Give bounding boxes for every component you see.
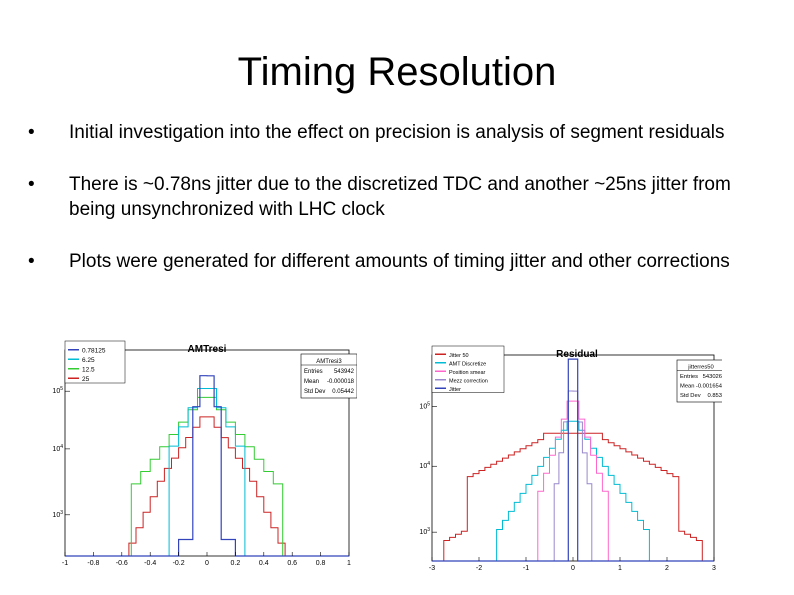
legend-box xyxy=(64,340,126,384)
stats-label: Entries xyxy=(680,374,698,380)
x-tick-label: 1 xyxy=(618,565,622,572)
bullet-text: Initial investigation into the effect on… xyxy=(69,122,725,143)
stats-name: jitterres50 xyxy=(687,365,713,371)
plot-title: AMTresi xyxy=(188,344,227,355)
x-tick-label: 0.2 xyxy=(231,560,241,567)
histogram-series-line xyxy=(432,432,714,562)
histogram-series-line xyxy=(432,358,714,562)
stats-label: Std Dev xyxy=(304,389,325,395)
x-tick-label: -1 xyxy=(62,560,68,567)
y-tick-label: 103 xyxy=(52,510,63,519)
histogram-right-svg: -3 -2 -1 0 1 2 3 105 104 103 Residual Jitter 50 AMT … xyxy=(419,345,722,572)
plot-frame xyxy=(431,354,715,562)
legend-label: Jitter xyxy=(449,387,461,393)
legend-label: 0.78125 xyxy=(82,347,106,354)
x-tick-label: 0 xyxy=(205,560,209,567)
x-tick-label: 0.8 xyxy=(316,560,326,567)
bullet-text: There is ~0.78ns jitter due to the discr… xyxy=(69,174,731,220)
stats-value: 0.853 xyxy=(707,393,722,399)
stats-box xyxy=(300,353,357,399)
bullet-dot: • xyxy=(28,122,35,143)
stats-label: Std Dev xyxy=(680,393,701,399)
stats-value: -0.000018 xyxy=(327,379,355,385)
legend-label: 12.5 xyxy=(82,366,95,373)
histogram-right: -3 -2 -1 0 1 2 3 105 104 103 Residual Jitter 50 AMT … xyxy=(412,345,722,573)
stats-value: 543026 xyxy=(703,374,722,380)
y-tick-label: 105 xyxy=(52,386,63,395)
legend-label: 25 xyxy=(82,376,90,383)
histogram-left: -1 -0.8 -0.6 -0.4 -0.2 0 0.2 0.4 0.6 0.8 1 105 104 10… xyxy=(47,340,357,570)
slide-title: Timing Resolution xyxy=(237,50,557,94)
x-tick-label: 1 xyxy=(347,560,351,567)
legend-label: AMT Discretize xyxy=(449,361,486,367)
bullet-list: • Initial investigation into the effect … xyxy=(28,120,768,301)
legend-label: 6.25 xyxy=(82,357,95,364)
histogram-series-line xyxy=(65,396,349,557)
bullet-item: • Plots were generated for different amo… xyxy=(28,249,768,274)
histogram-series-line xyxy=(65,375,349,557)
x-tick-label: 2 xyxy=(665,565,669,572)
x-tick-label: 0.6 xyxy=(287,560,297,567)
bullet-dot: • xyxy=(28,251,35,272)
bullet-text: Plots were generated for different amoun… xyxy=(69,251,730,272)
x-tick-label: 0 xyxy=(571,565,575,572)
x-tick-label: -3 xyxy=(429,565,435,572)
x-tick-label: -0.8 xyxy=(87,560,99,567)
stats-label: Mean xyxy=(680,384,695,390)
histogram-series-line xyxy=(432,420,714,562)
y-tick-label: 104 xyxy=(52,444,63,453)
x-tick-label: 3 xyxy=(712,565,716,572)
x-tick-label: -0.2 xyxy=(173,560,185,567)
stats-label: Mean xyxy=(304,379,319,385)
bullet-dot: • xyxy=(28,174,35,195)
x-tick-label: -1 xyxy=(523,565,529,572)
histogram-left-svg: -1 -0.8 -0.6 -0.4 -0.2 0 0.2 0.4 0.6 0.8 1 105 104 10… xyxy=(52,340,357,567)
bullet-item: • Initial investigation into the effect … xyxy=(28,120,768,145)
y-tick-label: 105 xyxy=(419,402,430,411)
legend-label: Position smear xyxy=(449,370,486,376)
plot-title: Residual xyxy=(556,349,598,360)
x-tick-label: -0.6 xyxy=(116,560,128,567)
stats-value: -0.001654 xyxy=(696,384,722,390)
stats-label: Entries xyxy=(304,369,323,375)
x-tick-label: -0.4 xyxy=(144,560,156,567)
x-tick-label: 0.4 xyxy=(259,560,269,567)
bullet-item: • There is ~0.78ns jitter due to the dis… xyxy=(28,172,768,222)
x-tick-label: -2 xyxy=(476,565,482,572)
stats-value: 0.05442 xyxy=(332,389,354,395)
stats-box xyxy=(676,359,722,403)
stats-value: 543942 xyxy=(334,369,355,375)
legend-label: Jitter 50 xyxy=(449,353,469,359)
stats-name: AMTresi3 xyxy=(316,359,342,365)
y-tick-label: 104 xyxy=(419,461,430,470)
legend-label: Mezz correction xyxy=(449,378,488,384)
y-tick-label: 103 xyxy=(419,527,430,536)
